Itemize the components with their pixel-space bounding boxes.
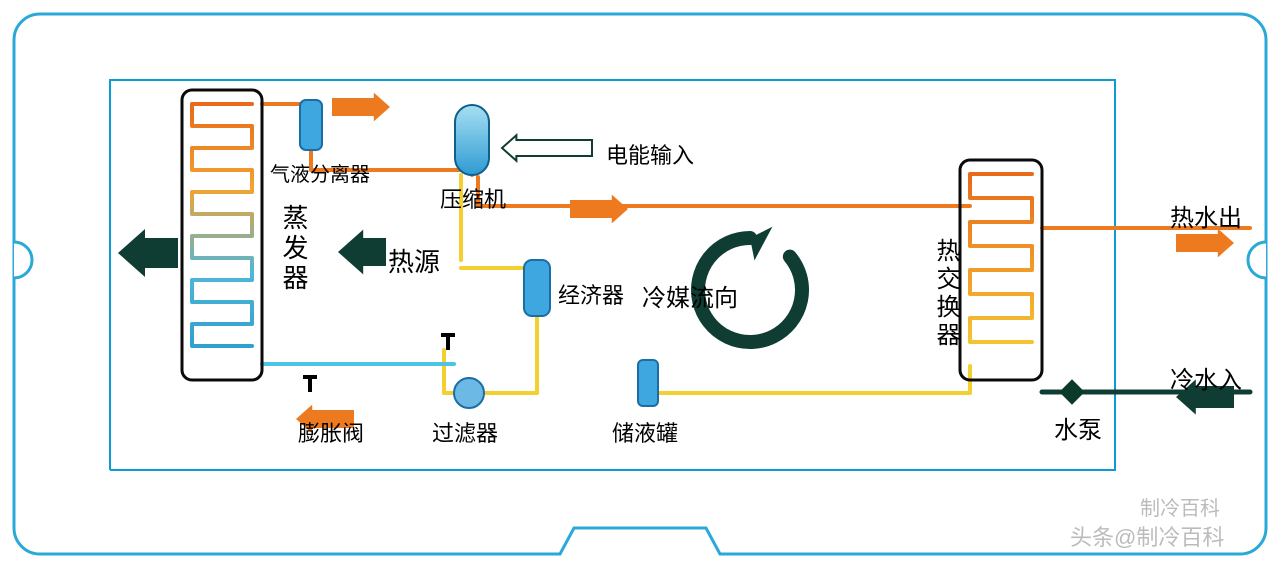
compressor-label: 压缩机 <box>440 182 506 214</box>
heat-source-label: 热源 <box>388 242 440 279</box>
separator-label: 气液分离器 <box>270 158 370 187</box>
flow-direction-label: 冷媒流向 <box>642 278 738 313</box>
power-input-label: 电能输入 <box>606 138 694 170</box>
cold-water-in-label: 冷水入 <box>1170 360 1242 395</box>
evaporator <box>182 90 262 380</box>
economizer-label: 经济器 <box>558 278 624 310</box>
evaporator-label: 蒸发器 <box>276 204 313 294</box>
receiver-label: 储液罐 <box>612 416 678 448</box>
hot-water-out-label: 热水出 <box>1170 198 1242 233</box>
filter-label: 过滤器 <box>432 416 498 448</box>
diagram-canvas: 蒸发器 热交换器 气液分离器 热源 压缩机 电能输入 经济器 冷媒流向 热水出 … <box>0 0 1280 568</box>
watermark-bottom: 头条@制冷百科 <box>1070 520 1224 552</box>
diagram-svg <box>0 0 1280 568</box>
expansion-valve-label: 膨胀阀 <box>298 416 364 448</box>
outer-border <box>14 14 1266 554</box>
heat-exchanger-label: 热交换器 <box>928 238 963 350</box>
watermark-top: 制冷百科 <box>1140 492 1220 521</box>
pump-label: 水泵 <box>1054 410 1102 445</box>
